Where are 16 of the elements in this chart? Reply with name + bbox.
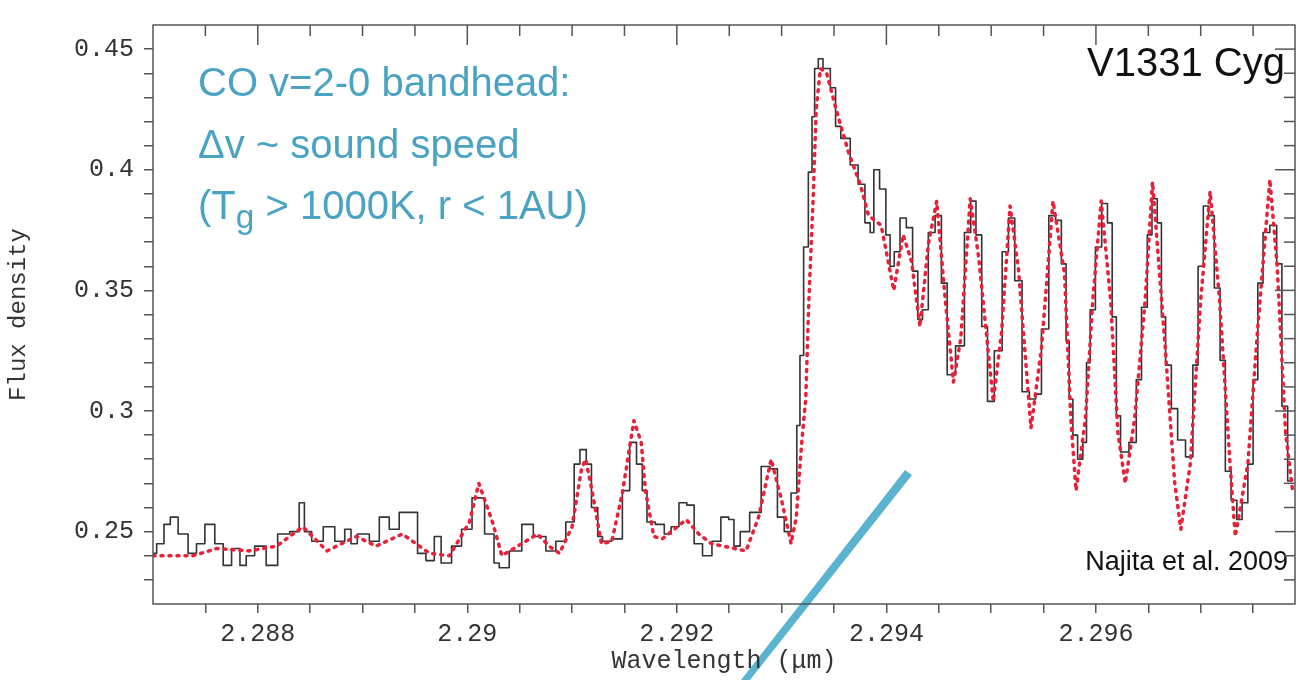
y-tick-label: 0.25 bbox=[73, 517, 134, 547]
x-tick-label: 2.296 bbox=[1058, 619, 1134, 649]
x-tick-label: 2.294 bbox=[848, 619, 924, 649]
annotation: Δv ~ sound speed bbox=[198, 122, 520, 166]
annotation: CO v=2-0 bandhead: bbox=[198, 60, 571, 104]
y-tick-label: 0.35 bbox=[73, 276, 134, 305]
y-tick-label: 0.4 bbox=[88, 155, 134, 185]
x-tick-label: 2.288 bbox=[220, 619, 296, 649]
x-tick-label: 2.29 bbox=[437, 619, 498, 649]
y-tick-label: 0.45 bbox=[73, 34, 134, 64]
annotation: Najita et al. 2009 bbox=[1085, 546, 1288, 576]
annotation: (T$_{g}$ > 1000K, r < 1AU) bbox=[198, 183, 588, 235]
annotation: V1331 Cyg bbox=[1087, 40, 1285, 84]
x-tick-label: 2.292 bbox=[639, 619, 715, 649]
y-tick-label: 0.3 bbox=[88, 396, 134, 426]
y-axis-title: Flux density bbox=[4, 228, 32, 401]
